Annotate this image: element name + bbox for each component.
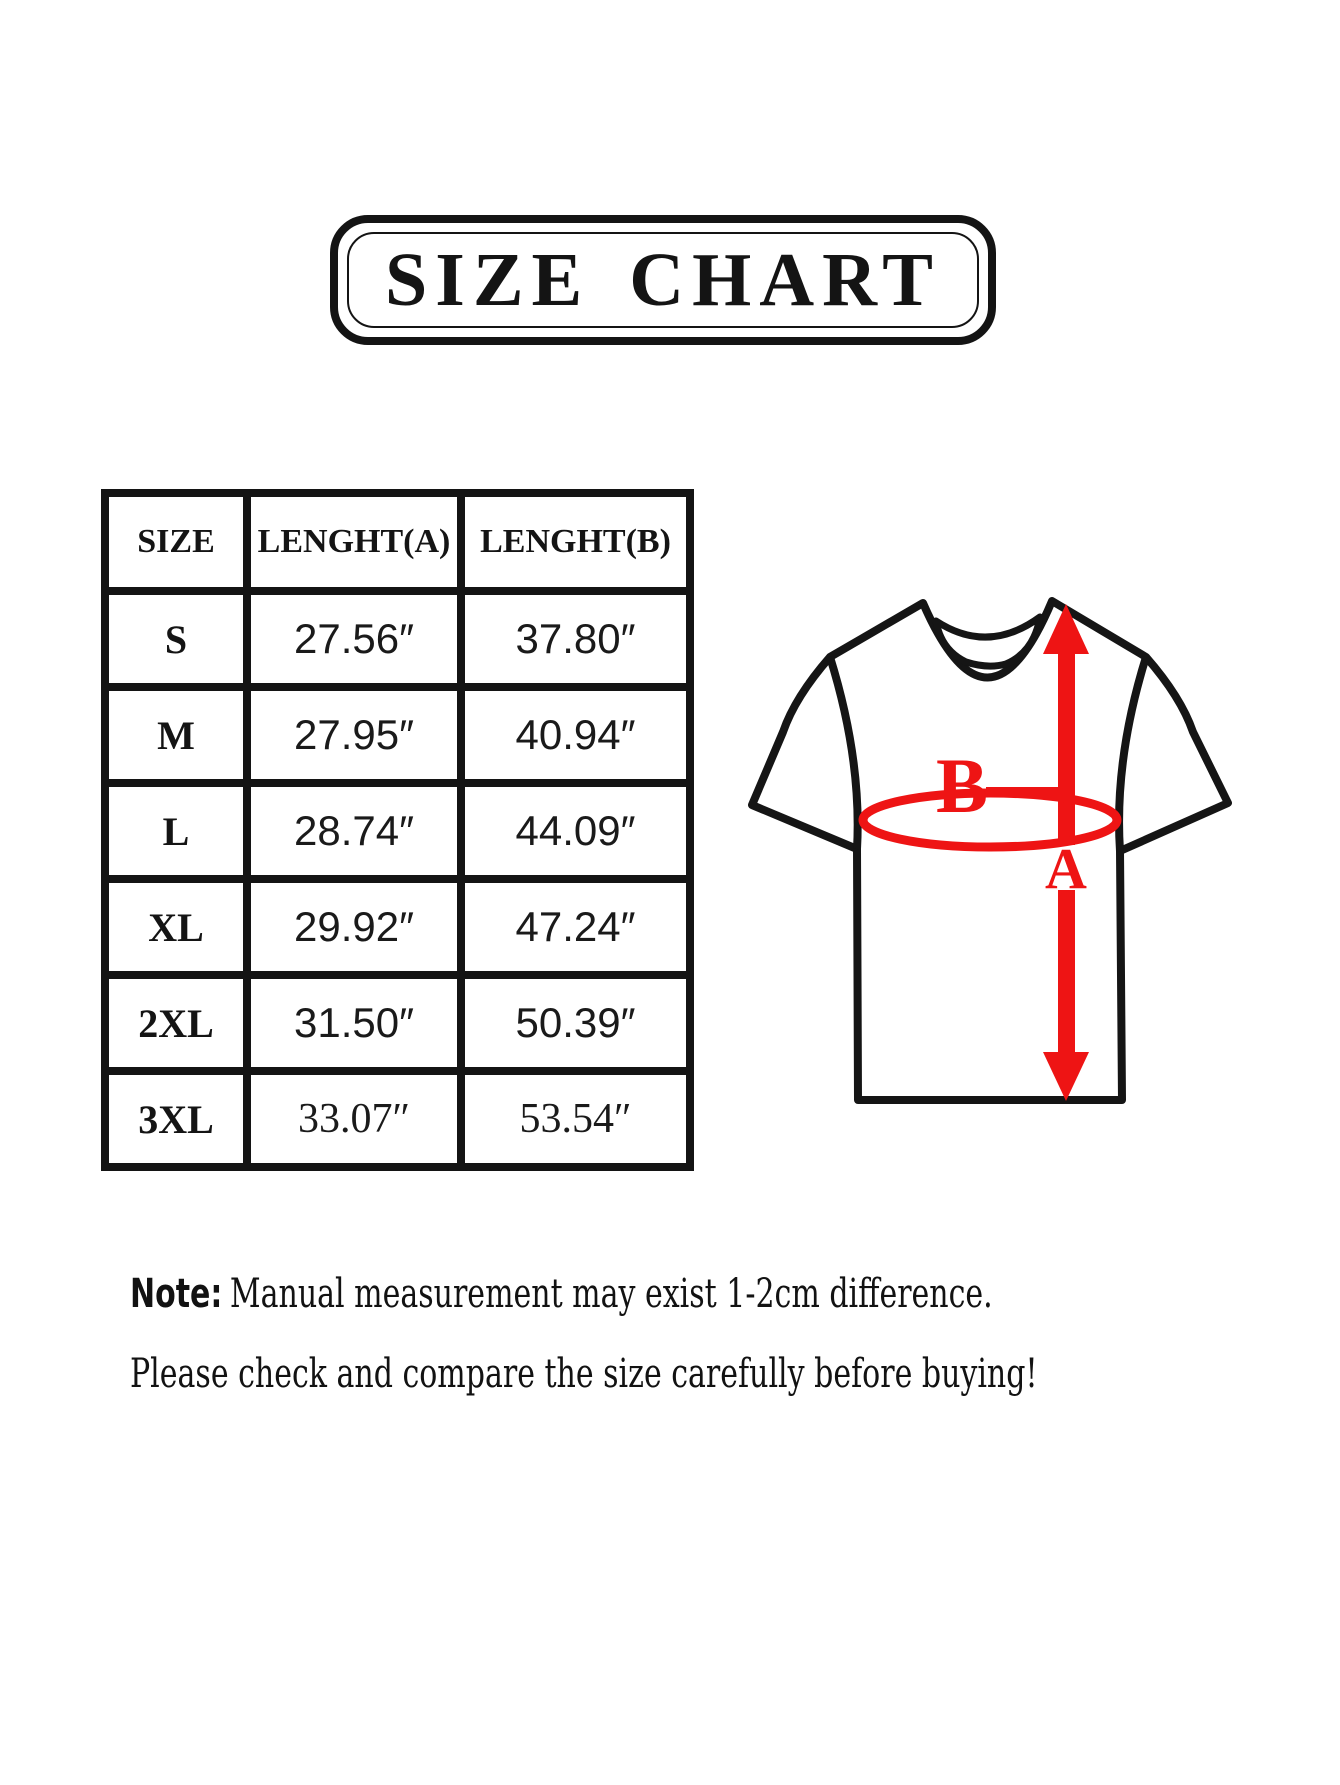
- length-b-cell: 53.54″: [457, 1067, 694, 1171]
- length-a-cell: 33.07″: [243, 1067, 465, 1171]
- size-cell: L: [101, 779, 251, 883]
- size-table: SIZE LENGHT(A) LENGHT(B) S 27.56″ 37.80″…: [101, 489, 694, 1171]
- table-row: 2XL 31.50″ 50.39″: [101, 971, 694, 1075]
- header-length-a: LENGHT(A): [243, 489, 465, 595]
- table-header-row: SIZE LENGHT(A) LENGHT(B): [101, 489, 694, 595]
- header-size: SIZE: [101, 489, 251, 595]
- length-a-cell: 27.95″: [243, 683, 465, 787]
- length-a-cell: 28.74″: [243, 779, 465, 883]
- collar-band: [932, 613, 1044, 670]
- length-arrow-upper-shaft: [1058, 648, 1075, 845]
- table-row: M 27.95″ 40.94″: [101, 683, 694, 787]
- size-cell: XL: [101, 875, 251, 979]
- size-chart-title-plate: SIZE CHART: [330, 215, 996, 345]
- length-a-cell: 31.50″: [243, 971, 465, 1075]
- table-row: L 28.74″ 44.09″: [101, 779, 694, 883]
- length-b-cell: 47.24″: [457, 875, 694, 979]
- table-row: S 27.56″ 37.80″: [101, 587, 694, 691]
- table-row: XL 29.92″ 47.24″: [101, 875, 694, 979]
- tshirt-measurement-diagram: B A: [748, 597, 1232, 1104]
- length-arrow-top-head: [1043, 604, 1089, 654]
- table-row: 3XL 33.07″ 53.54″: [101, 1067, 694, 1171]
- note-line-2: Please check and compare the size carefu…: [130, 1348, 1038, 1400]
- size-cell: M: [101, 683, 251, 787]
- length-b-cell: 50.39″: [457, 971, 694, 1075]
- size-chart-title-inner-border: SIZE CHART: [347, 232, 979, 328]
- width-label-connector-line: [986, 787, 1060, 794]
- width-label-b: B: [936, 742, 988, 829]
- note-line-1-text: Manual measurement may exist 1-2cm diffe…: [229, 1271, 993, 1317]
- size-cell: 2XL: [101, 971, 251, 1075]
- length-b-cell: 37.80″: [457, 587, 694, 691]
- length-arrow-bottom-head: [1043, 1052, 1089, 1101]
- length-arrow-lower-shaft: [1058, 890, 1075, 1058]
- length-b-cell: 44.09″: [457, 779, 694, 883]
- length-a-cell: 27.56″: [243, 587, 465, 691]
- length-a-cell: 29.92″: [243, 875, 465, 979]
- left-armhole-seam: [826, 655, 862, 850]
- note-prefix: Note:: [130, 1271, 223, 1317]
- size-cell: S: [101, 587, 251, 691]
- note-line-1: Note: Manual measurement may exist 1-2cm …: [130, 1268, 993, 1320]
- note-line-2-text: Please check and compare the size carefu…: [130, 1351, 1038, 1397]
- right-armhole-seam: [1115, 655, 1150, 852]
- header-length-b: LENGHT(B): [457, 489, 694, 595]
- length-label-a: A: [1045, 836, 1087, 901]
- length-b-cell: 40.94″: [457, 683, 694, 787]
- size-cell: 3XL: [101, 1067, 251, 1171]
- page-title: SIZE CHART: [384, 237, 941, 322]
